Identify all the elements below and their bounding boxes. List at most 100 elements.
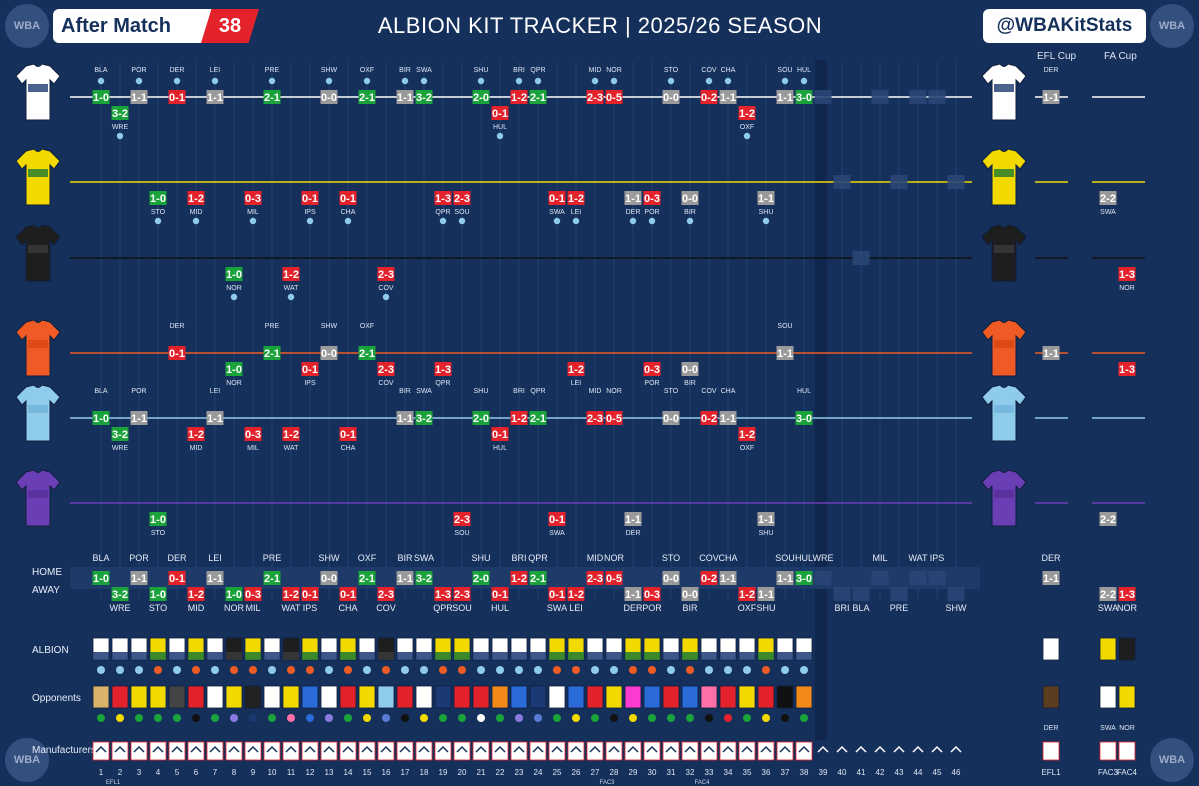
kit-row-score-text: 0-1 [302, 193, 318, 205]
opponent-kit-swatch [92, 685, 110, 709]
albion-socks-dot [800, 666, 808, 674]
match-number-label: 15 [363, 768, 372, 777]
opponent-socks-dot [420, 714, 428, 722]
gk-row-opponent-label: HUL [493, 445, 507, 452]
away-row-score-box [491, 587, 509, 601]
match-number-label: 36 [762, 768, 771, 777]
albion-kit-swatch-shorts [93, 652, 109, 660]
manufacturer-logo-icon [513, 745, 525, 753]
home-row-score-box [605, 571, 623, 585]
gk-row-score-box [187, 427, 205, 441]
albion-kit-swatch-shorts [796, 652, 812, 660]
gk-row-score-text: 1-1 [131, 413, 147, 425]
away-row-score-box [244, 587, 262, 601]
away-row-score-text: 0-1 [302, 589, 318, 601]
gk-row-opponent-label: LEI [571, 380, 582, 387]
cup-away-row-opponent: NOR [1117, 603, 1138, 613]
opponent-socks-dot [705, 714, 713, 722]
albion-socks-dot [667, 666, 675, 674]
opponent-kit-swatch [643, 685, 661, 709]
away-row-score-box [187, 587, 205, 601]
twitter-handle[interactable]: @WBAKitStats [983, 9, 1146, 43]
opponent-socks-dot [686, 714, 694, 722]
opponent-socks-dot [325, 714, 333, 722]
kit-row-score-text: 1-1 [720, 92, 736, 104]
away-row-opponent: BRI [834, 603, 849, 613]
gk-row-score-box [491, 427, 509, 441]
home-row-opponent: BIR [397, 553, 413, 563]
kit-row-opponent-dot [306, 217, 314, 225]
albion-kit-swatch-shorts [511, 652, 527, 660]
gk-row-opponent-label: MID [190, 445, 203, 452]
shirt-sponsor [28, 340, 48, 348]
home-row-score-box [472, 571, 490, 585]
home-row-score-box [700, 571, 718, 585]
albion-kit-swatch-shorts [606, 652, 622, 660]
kit-row-score-box [358, 90, 376, 104]
gk-row-opponent-label: MID [589, 388, 602, 395]
albion-kit-swatch-shorts [530, 652, 546, 660]
home-row-score-text: 1-0 [93, 573, 109, 585]
albion-kit-swatch-shorts [492, 652, 508, 660]
opponent-kit-swatch [263, 685, 281, 709]
kit-row-future-slot [852, 251, 870, 265]
cup-away-row-score-text: 2-2 [1100, 589, 1116, 601]
match-number-label: 8 [232, 768, 237, 777]
home-row-opponent: DER [167, 553, 187, 563]
cup-gk-row-score-box [1099, 512, 1117, 526]
manufacturer-badge [472, 741, 490, 761]
cup-kit-row-opponent-label: NOR [1119, 285, 1135, 292]
logo-text: WBA [13, 754, 41, 766]
opponent-socks-dot [515, 714, 523, 722]
match-sub-label: FAC4 [694, 780, 710, 786]
albion-kit-swatch-shorts [777, 652, 793, 660]
manufacturer-logo-icon [342, 745, 354, 753]
albion-socks-dot [420, 666, 428, 674]
opponent-socks-dot [610, 714, 618, 722]
kit-row-opponent-dot [743, 132, 751, 140]
gk-row-score-box [92, 411, 110, 425]
kit-row-score-text: 1-1 [758, 193, 774, 205]
match-number-label: 38 [800, 768, 809, 777]
kit-row-future-slot [833, 175, 851, 189]
opponent-kit-swatch [244, 685, 262, 709]
kit-row-score-text: 0-1 [340, 193, 356, 205]
opponent-socks-dot [363, 714, 371, 722]
kit-row-score-box [510, 90, 528, 104]
match-number-label: 30 [648, 768, 657, 777]
albion-socks-dot [534, 666, 542, 674]
opponent-kit-swatch [529, 685, 547, 709]
opponent-kit-swatch [738, 685, 756, 709]
gk-row-score-box [263, 346, 281, 360]
home-row-score-text: 2-0 [473, 573, 489, 585]
match-number-label: 14 [344, 768, 353, 777]
albion-socks-dot [154, 666, 162, 674]
kit-row-score-text: 1-3 [435, 193, 451, 205]
manufacturer-logo-icon [209, 745, 221, 753]
kit-row-opponent-label: MID [190, 209, 203, 216]
kit-row-opponent-label: HUL [493, 124, 507, 131]
gk-row-score-text: 3-2 [112, 429, 128, 441]
home-row-score-text: 0-0 [321, 573, 337, 585]
kit-row-score-box [700, 90, 718, 104]
gk-row-score-text: 2-3 [587, 413, 603, 425]
kit-row-score-text: 1-2 [511, 92, 527, 104]
gk-row-opponent-label: WRE [112, 445, 129, 452]
home-row-score-text: 0-5 [606, 573, 622, 585]
kit-row-opponent-dot [591, 77, 599, 85]
opponent-kit-swatch [358, 685, 376, 709]
home-row-opponent: MID [587, 553, 604, 563]
kit-row-score-box [339, 191, 357, 205]
manufacturer-badge [662, 741, 680, 761]
manufacturer-badge [795, 741, 813, 761]
kit-row-score-box [415, 90, 433, 104]
home-row-opponent: POR [129, 553, 149, 563]
manufacturer-badge [776, 741, 794, 761]
match-number-label: 3 [137, 768, 142, 777]
kit-row-opponent-dot [762, 217, 770, 225]
away-row-score-text: 0-1 [340, 589, 356, 601]
opponent-socks-dot [800, 714, 808, 722]
kit-row-score-box [111, 106, 129, 120]
manufacturer-logo-icon [722, 745, 734, 753]
kit-row-opponent-dot [230, 293, 238, 301]
